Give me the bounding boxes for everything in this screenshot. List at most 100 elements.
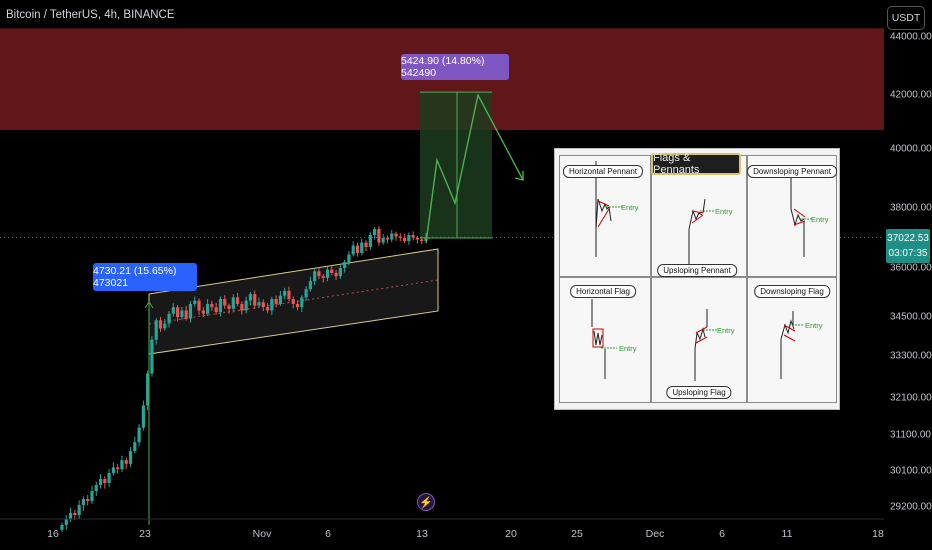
candle [261, 302, 265, 308]
candle [146, 373, 150, 406]
lightning-icon[interactable]: ⚡ [417, 493, 435, 511]
candle [223, 299, 227, 306]
impulse-arrowhead [144, 301, 154, 309]
candle [124, 460, 128, 464]
candle [265, 307, 270, 311]
candle [141, 405, 145, 428]
upsloping-flag-sketch [694, 309, 717, 381]
x-tick-label: Dec [645, 528, 665, 540]
candle [77, 505, 81, 515]
candle [368, 235, 372, 247]
candle [120, 460, 124, 470]
candle [390, 233, 394, 240]
x-tick-label: 20 [505, 528, 517, 540]
candle [240, 303, 244, 311]
candle [171, 307, 175, 314]
x-tick-label: 16 [47, 528, 59, 540]
y-tick-label: 44000.00 [890, 31, 932, 43]
candle [334, 272, 338, 277]
candle [133, 442, 137, 452]
candle [94, 485, 98, 491]
y-tick-label: 30100.00 [890, 465, 932, 477]
candle [227, 305, 231, 309]
y-tick-label: 31100.00 [890, 429, 931, 441]
y-tick-label: 32100.00 [890, 392, 932, 404]
candle [206, 303, 210, 314]
candle [420, 239, 424, 241]
candle [150, 339, 154, 374]
x-tick-label: 11 [781, 528, 793, 540]
candle [330, 269, 334, 273]
candle [163, 323, 167, 329]
candle [274, 299, 278, 304]
candle [184, 310, 188, 319]
target-measure-label[interactable]: 5424.90 (14.80%) 542490 [401, 54, 509, 80]
currency-badge[interactable]: USDT [887, 6, 925, 30]
candle [283, 290, 287, 296]
entry-label: Entry [811, 215, 829, 224]
y-tick-label: 36000.00 [890, 262, 932, 274]
x-tick-label: 6 [719, 528, 725, 540]
candle [210, 303, 214, 308]
cell-horizontal-flag [559, 277, 651, 403]
candle [128, 451, 133, 464]
candle [270, 299, 274, 311]
x-tick-label: 25 [571, 528, 583, 540]
candle [64, 519, 68, 525]
candle [321, 276, 325, 278]
candle [176, 307, 180, 317]
candles [60, 226, 428, 533]
candle [188, 303, 193, 319]
x-tick-label: 18 [872, 528, 884, 540]
downsloping-pennant-sketch [790, 167, 813, 257]
candle [154, 320, 158, 340]
candle [291, 299, 295, 304]
candle [317, 271, 321, 277]
symbol-title[interactable]: Bitcoin / TetherUS, 4h, BINANCE [6, 9, 175, 21]
candle [197, 300, 201, 311]
candle [60, 525, 64, 530]
impulse-measure-label[interactable]: 4730.21 (15.65%) 473021 [93, 263, 197, 291]
candle [103, 479, 107, 483]
y-tick-label: 40000.00 [890, 143, 932, 155]
candle [98, 479, 103, 485]
candle [364, 242, 368, 247]
x-tick-label: 6 [325, 528, 331, 540]
x-tick-label: Nov [252, 528, 272, 540]
candle [116, 467, 120, 470]
entry-label: Entry [715, 207, 733, 216]
flags-pennants-inset: Horizontal Pennant Downsloping Pennant U… [554, 148, 840, 410]
candle [351, 245, 355, 255]
candle [81, 499, 86, 505]
candle [381, 238, 385, 243]
candle [193, 300, 197, 304]
candle [201, 310, 205, 314]
candle [73, 513, 77, 515]
candle [248, 294, 253, 301]
candle [295, 303, 300, 308]
y-tick-label: 38000.00 [890, 202, 932, 214]
last-price: 37022.53 [887, 233, 929, 244]
candle [68, 513, 73, 519]
projected-path [425, 92, 524, 244]
cell-upsloping-flag [651, 277, 747, 403]
candle [244, 300, 248, 311]
label-horizontal-flag: Horizontal Flag [570, 285, 636, 298]
target-box [420, 92, 492, 238]
candle [343, 262, 347, 268]
candle [325, 269, 330, 278]
y-tick-label: 33300.00 [890, 350, 932, 362]
candle [218, 299, 223, 313]
x-tick-label: 13 [416, 528, 428, 540]
candle [304, 289, 308, 298]
candle [355, 245, 360, 253]
candle [86, 499, 90, 501]
downsloping-flag-sketch [780, 311, 803, 379]
label-downsloping-pennant: Downsloping Pennant [747, 165, 837, 178]
candle [308, 281, 312, 290]
label-upsloping-pennant: Upsloping Pennant [657, 264, 737, 277]
candle [402, 238, 407, 241]
candle [360, 242, 364, 253]
candle [347, 254, 351, 262]
